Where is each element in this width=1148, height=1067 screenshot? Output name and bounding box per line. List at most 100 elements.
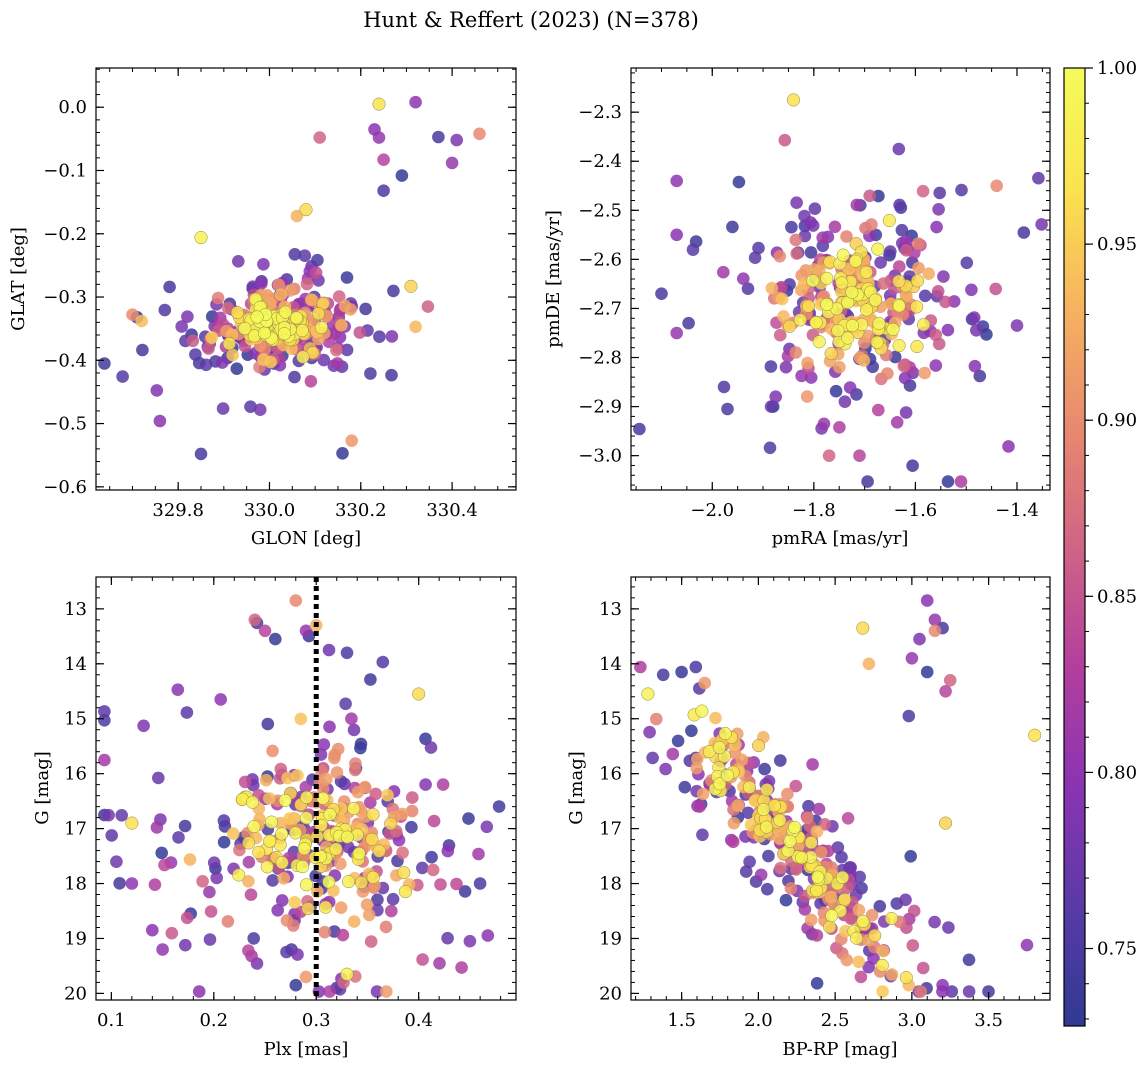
data-point <box>272 278 286 292</box>
data-point <box>809 316 823 330</box>
colorbar-tick-label: 1.00 <box>1097 58 1137 79</box>
data-point <box>806 758 819 771</box>
data-point <box>822 449 836 463</box>
data-point <box>773 832 787 846</box>
data-point <box>323 807 337 821</box>
data-point <box>893 260 906 273</box>
data-point <box>899 893 912 907</box>
data-point <box>230 306 244 320</box>
data-point <box>717 265 730 279</box>
data-point <box>696 787 710 801</box>
data-point <box>867 952 880 965</box>
data-point <box>300 790 314 804</box>
data-point <box>874 256 887 269</box>
data-point <box>802 799 815 813</box>
data-point <box>801 811 814 824</box>
data-point <box>416 953 429 966</box>
data-point <box>298 249 312 262</box>
data-point <box>370 985 384 998</box>
data-point <box>340 271 354 284</box>
data-point <box>910 339 924 354</box>
data-point <box>338 299 352 313</box>
data-point <box>458 885 472 898</box>
data-point <box>857 354 871 367</box>
data-point <box>942 921 955 934</box>
data-point <box>266 874 280 887</box>
data-point <box>786 93 801 107</box>
data-point <box>226 827 240 840</box>
data-point <box>741 806 755 820</box>
data-point <box>752 241 765 255</box>
data-point <box>216 356 229 369</box>
data-point <box>789 233 803 247</box>
panel-glon-glat: 329.8 330.0 330.2 330.4 0.0 −0.1 −0.2 −0.3 −0.4 −… <box>8 67 517 549</box>
data-point <box>939 685 952 698</box>
data-point <box>790 196 803 209</box>
data-point <box>274 762 288 776</box>
data-point <box>928 624 942 638</box>
data-point <box>296 350 310 364</box>
data-point <box>203 933 217 946</box>
data-point <box>789 346 803 359</box>
data-point <box>450 877 463 891</box>
data-point <box>250 310 264 324</box>
data-point <box>916 961 930 975</box>
data-point <box>480 820 494 834</box>
x-tick-label: 0.1 <box>97 1010 126 1031</box>
data-point <box>1017 226 1031 239</box>
data-point <box>900 244 913 257</box>
y-tick-label: 15 <box>599 709 622 730</box>
data-point <box>289 311 303 325</box>
y-tick-label: 20 <box>64 983 87 1004</box>
data-point <box>872 316 886 331</box>
data-point <box>754 868 768 882</box>
data-point <box>373 330 386 344</box>
data-point <box>299 878 314 892</box>
data-point <box>222 337 236 351</box>
scatter-points-pm <box>633 93 1048 488</box>
y-tick-label: −3.0 <box>578 446 622 467</box>
axis-ticks-cmd: 1.5 2.0 2.5 3.0 3.5 13 14 15 16 17 18 19 20 <box>599 577 1050 1031</box>
data-point <box>263 792 276 805</box>
data-point <box>377 153 390 166</box>
data-point <box>835 276 849 290</box>
data-point <box>928 613 942 627</box>
data-point <box>226 348 239 362</box>
data-point <box>872 403 885 417</box>
data-point <box>852 955 865 969</box>
data-point <box>203 885 216 899</box>
data-point <box>795 851 809 865</box>
data-point <box>297 842 311 856</box>
data-point <box>760 783 774 797</box>
data-point <box>299 970 313 984</box>
data-point <box>288 896 302 909</box>
data-point <box>290 209 304 223</box>
data-point <box>238 775 252 789</box>
data-point <box>892 339 906 353</box>
data-point <box>405 804 419 818</box>
x-tick-label: 1.5 <box>667 1010 696 1031</box>
data-point <box>242 836 256 850</box>
data-point <box>340 830 354 844</box>
data-point <box>859 265 873 279</box>
data-point <box>396 846 409 859</box>
data-point <box>868 928 882 943</box>
y-tick-label: 19 <box>599 928 622 949</box>
data-point <box>288 826 303 840</box>
data-point <box>210 871 223 885</box>
data-point <box>843 381 857 394</box>
data-point <box>831 324 845 338</box>
data-point <box>739 865 753 878</box>
data-point <box>277 327 291 341</box>
data-point <box>764 400 778 413</box>
x-tick-label: 2.0 <box>744 1010 773 1031</box>
data-point <box>98 714 111 727</box>
x-axis-label-pm: pmRA [mas/yr] <box>772 528 909 549</box>
x-axis-label-plx-g: Plx [mas] <box>264 1039 349 1060</box>
data-point <box>633 422 646 436</box>
data-point <box>455 961 468 974</box>
data-point <box>199 358 213 372</box>
data-point <box>779 893 793 907</box>
data-point <box>735 753 749 766</box>
data-point <box>833 360 846 374</box>
